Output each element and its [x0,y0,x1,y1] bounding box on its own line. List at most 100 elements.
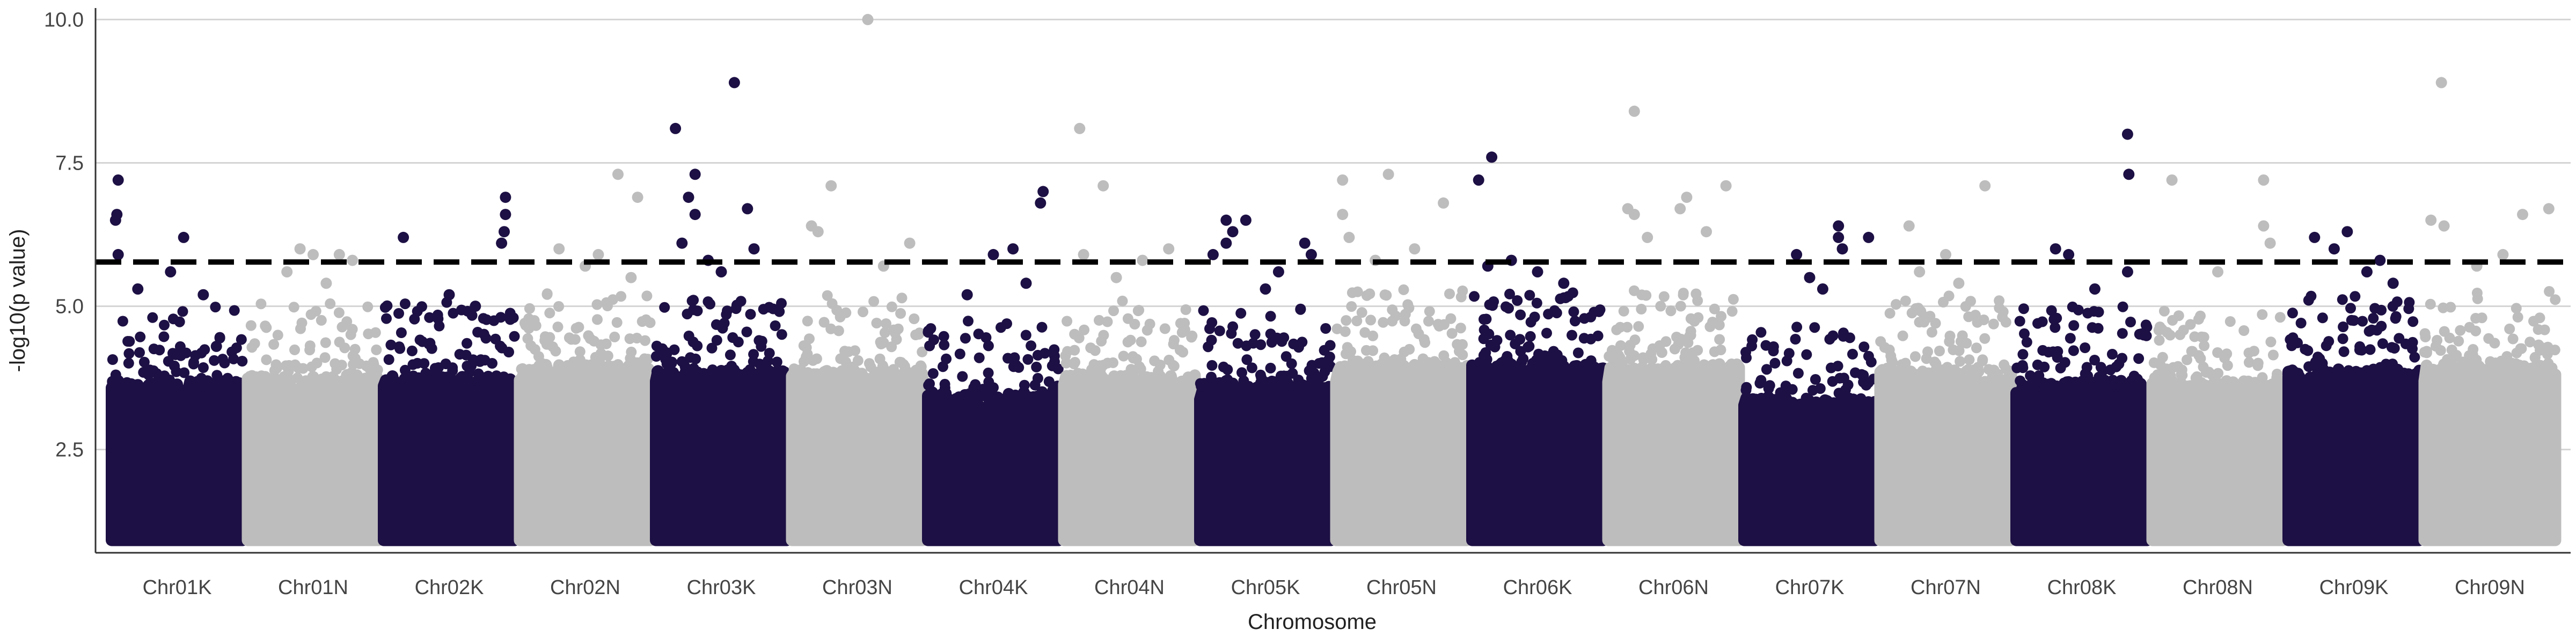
snp-point [1768,341,1779,352]
snp-point [379,375,391,386]
snp-point [1036,321,1048,333]
snp-point [2470,313,2482,324]
snp-point [711,335,722,346]
snp-point [2368,313,2379,324]
snp-point [2182,354,2192,365]
snp-point [1681,334,1692,345]
snp-point [1709,346,1720,357]
snp-point [1863,350,1874,362]
snp-point [2015,375,2026,386]
snp-point [611,317,623,328]
snp-point [996,322,1006,333]
snp-point [471,375,482,386]
peak-point [1343,231,1355,243]
snp-point [223,375,235,386]
snp-point [159,319,170,331]
snp-point [408,375,420,386]
snp-point [1062,316,1073,327]
snp-point [1755,375,1767,386]
snp-point [530,320,541,331]
snp-point [229,305,240,316]
snp-point [2017,362,2029,374]
snp-point [2221,348,2233,360]
snp-point [523,313,535,324]
snp-point [2264,380,2275,392]
snp-point [2222,360,2233,371]
snp-point [1809,322,1820,333]
snp-point [1136,336,1147,347]
snp-point [123,357,134,369]
snp-point [1505,330,1516,341]
snp-point [261,354,272,365]
snp-point [1249,329,1261,340]
peak-point [1438,197,1450,209]
peak-point [197,289,209,301]
snp-point [2051,312,2062,324]
chromosome-chr04k [922,186,1065,546]
peak-point [2438,220,2450,232]
y-tick-label: 5.0 [55,296,84,318]
snp-point [685,352,696,363]
snp-point [2037,345,2048,356]
snp-point [304,345,316,356]
peak-point [1035,197,1046,209]
snp-point [2365,344,2376,355]
snp-point [2539,324,2550,335]
chromosome-chr04n [1058,122,1201,546]
snp-point [414,334,426,346]
snp-point [1525,331,1536,342]
peak-point [1240,214,1252,226]
snp-point [1665,305,1677,317]
snp-point [1645,348,1657,360]
snp-point [1255,339,1267,350]
snp-point [595,339,606,350]
snp-point [1900,295,1911,306]
snp-point [1491,361,1502,371]
snp-point [939,378,950,390]
snp-point [756,341,767,352]
peak-point [2050,243,2061,255]
snp-point [293,363,304,374]
snp-point [1125,334,1136,346]
peak-point [689,169,701,180]
snp-point [550,346,561,357]
snp-point [2529,352,2541,363]
snp-point [1168,360,1179,371]
peak-point [1337,174,1349,186]
snp-point [835,353,846,364]
snp-point [1022,354,1034,365]
snp-point [1502,351,1513,362]
snp-point [1963,364,1974,375]
snp-point [1135,374,1146,385]
snp-point [320,371,332,382]
snp-point [2350,291,2361,302]
snp-point [539,335,551,346]
x-tick-label: Chr06K [1503,576,1572,599]
snp-point [858,306,868,318]
snp-point [541,288,553,299]
snp-point [2193,350,2205,361]
snp-point [680,369,692,380]
snp-point [320,337,331,348]
snp-point [107,354,118,365]
snp-point [2214,380,2225,391]
snp-point [1133,305,1145,316]
snp-point [852,355,863,366]
peak-point [1037,186,1049,197]
snp-point [368,357,379,368]
snp-point [1438,319,1450,330]
snp-point [1769,357,1781,369]
peak-point [2517,209,2528,221]
snp-point [2285,334,2296,345]
chromosome-chr08n [2146,174,2289,546]
bulk-points [1058,369,1201,546]
snp-point [2524,336,2536,348]
snp-point [123,380,134,391]
bulk-points [2146,375,2289,546]
snp-point [325,298,336,309]
peak-point [210,340,222,352]
snp-point [1020,330,1031,341]
snp-point [544,308,555,319]
x-tick-label: Chr03N [822,576,892,599]
snp-point [117,316,128,327]
